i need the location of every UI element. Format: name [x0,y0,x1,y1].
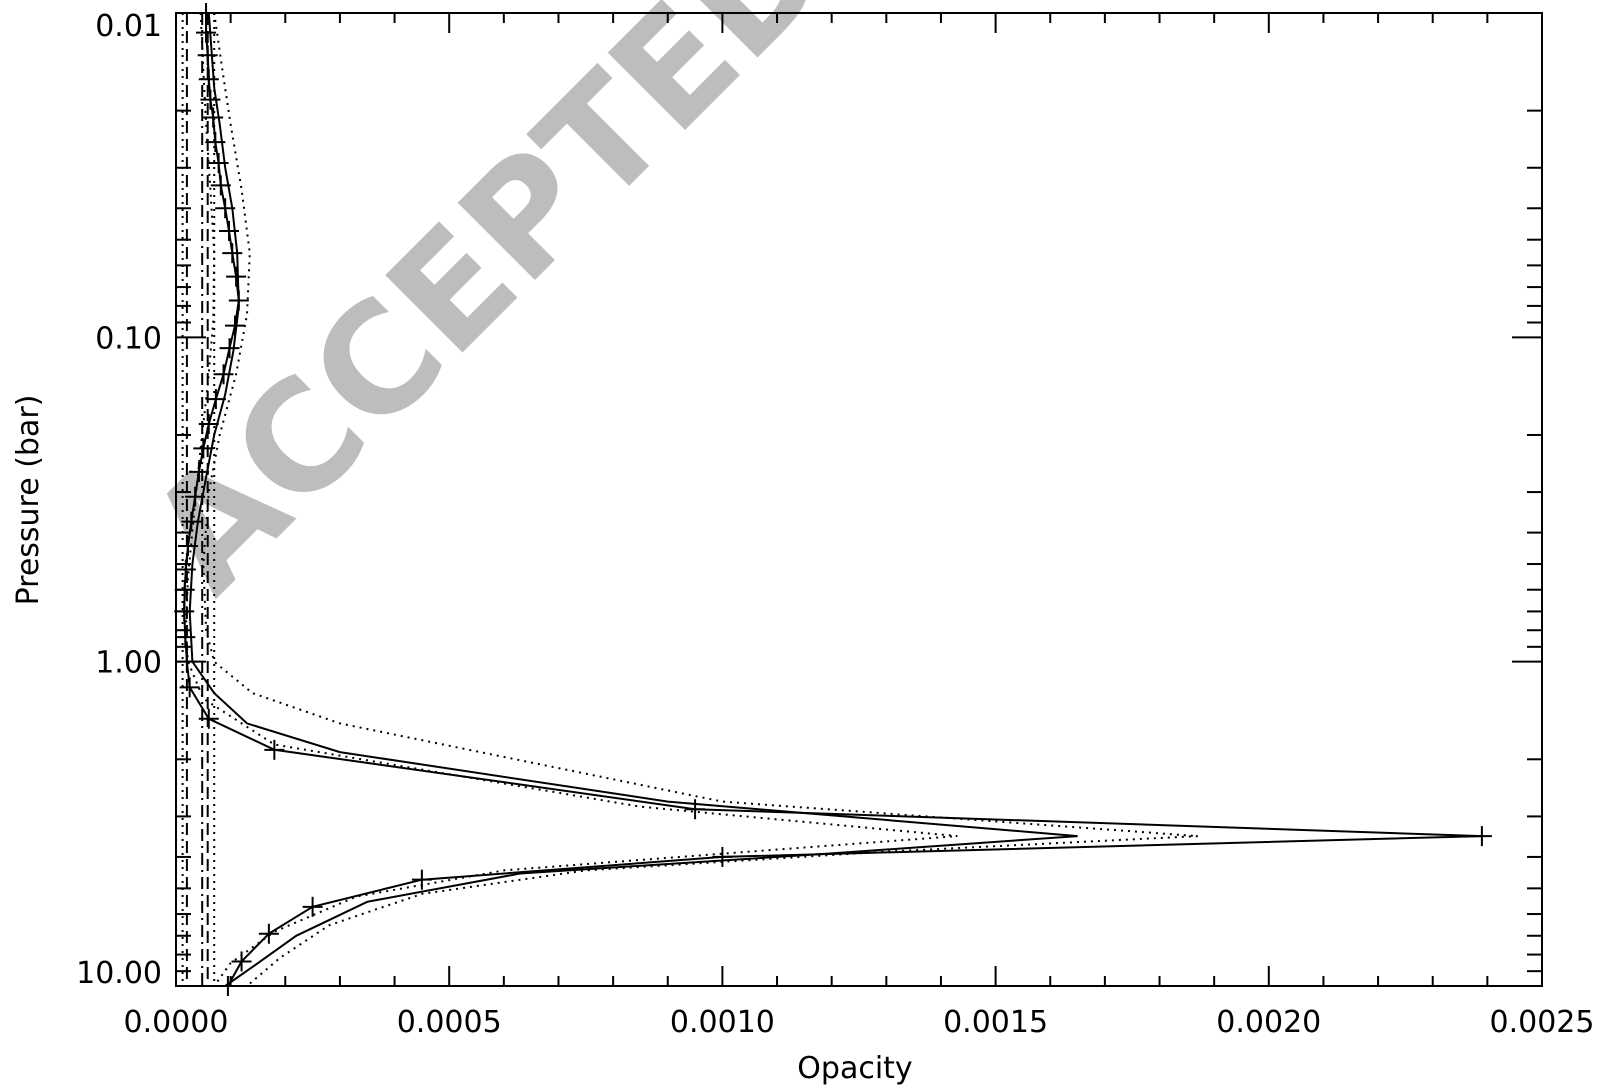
series-marker [258,923,279,944]
series-marker [179,677,200,698]
series-marker [203,107,224,128]
y-tick-label: 0.01 [95,9,162,44]
x-tick-label: 0.0015 [943,1005,1048,1040]
series-marker [226,266,247,287]
plot-frame [175,12,1543,987]
y-axis-title: Pressure (bar) [11,395,46,606]
series-marker [411,869,432,890]
series-line-1 [183,13,1482,987]
series-marker [685,799,706,820]
series-marker [219,338,240,359]
y-tick-label: 0.10 [95,321,162,356]
series-marker [196,22,217,43]
x-tick-label: 0.0020 [1216,1005,1321,1040]
series-marker [712,846,733,867]
series-marker [264,739,285,760]
x-tick-label: 0.0000 [124,1005,229,1040]
series-marker [205,389,226,410]
series-marker [222,243,243,264]
series-marker [302,896,323,917]
x-axis-title: Opacity [797,1051,912,1086]
x-tick-label: 0.0010 [670,1005,775,1040]
series-marker [200,89,221,110]
watermark: ACCEPTED M [117,0,1003,625]
labels-layer: 0.0000 0.0005 0.0010 0.0015 0.0020 0.0025 0.01… [76,9,1594,1040]
x-tick-label: 0.0025 [1490,1005,1595,1040]
series-marker [193,438,214,459]
series-marker [213,364,234,385]
series-marker [1471,826,1492,847]
series-line-3 [202,12,1198,987]
series-marker [188,461,209,482]
series-line-2 [188,12,1078,987]
y-tick-label: 10.00 [76,956,162,991]
y-tick-label: 1.00 [95,646,162,681]
x-tick-label: 0.0005 [397,1005,502,1040]
series-layer [174,3,1492,996]
